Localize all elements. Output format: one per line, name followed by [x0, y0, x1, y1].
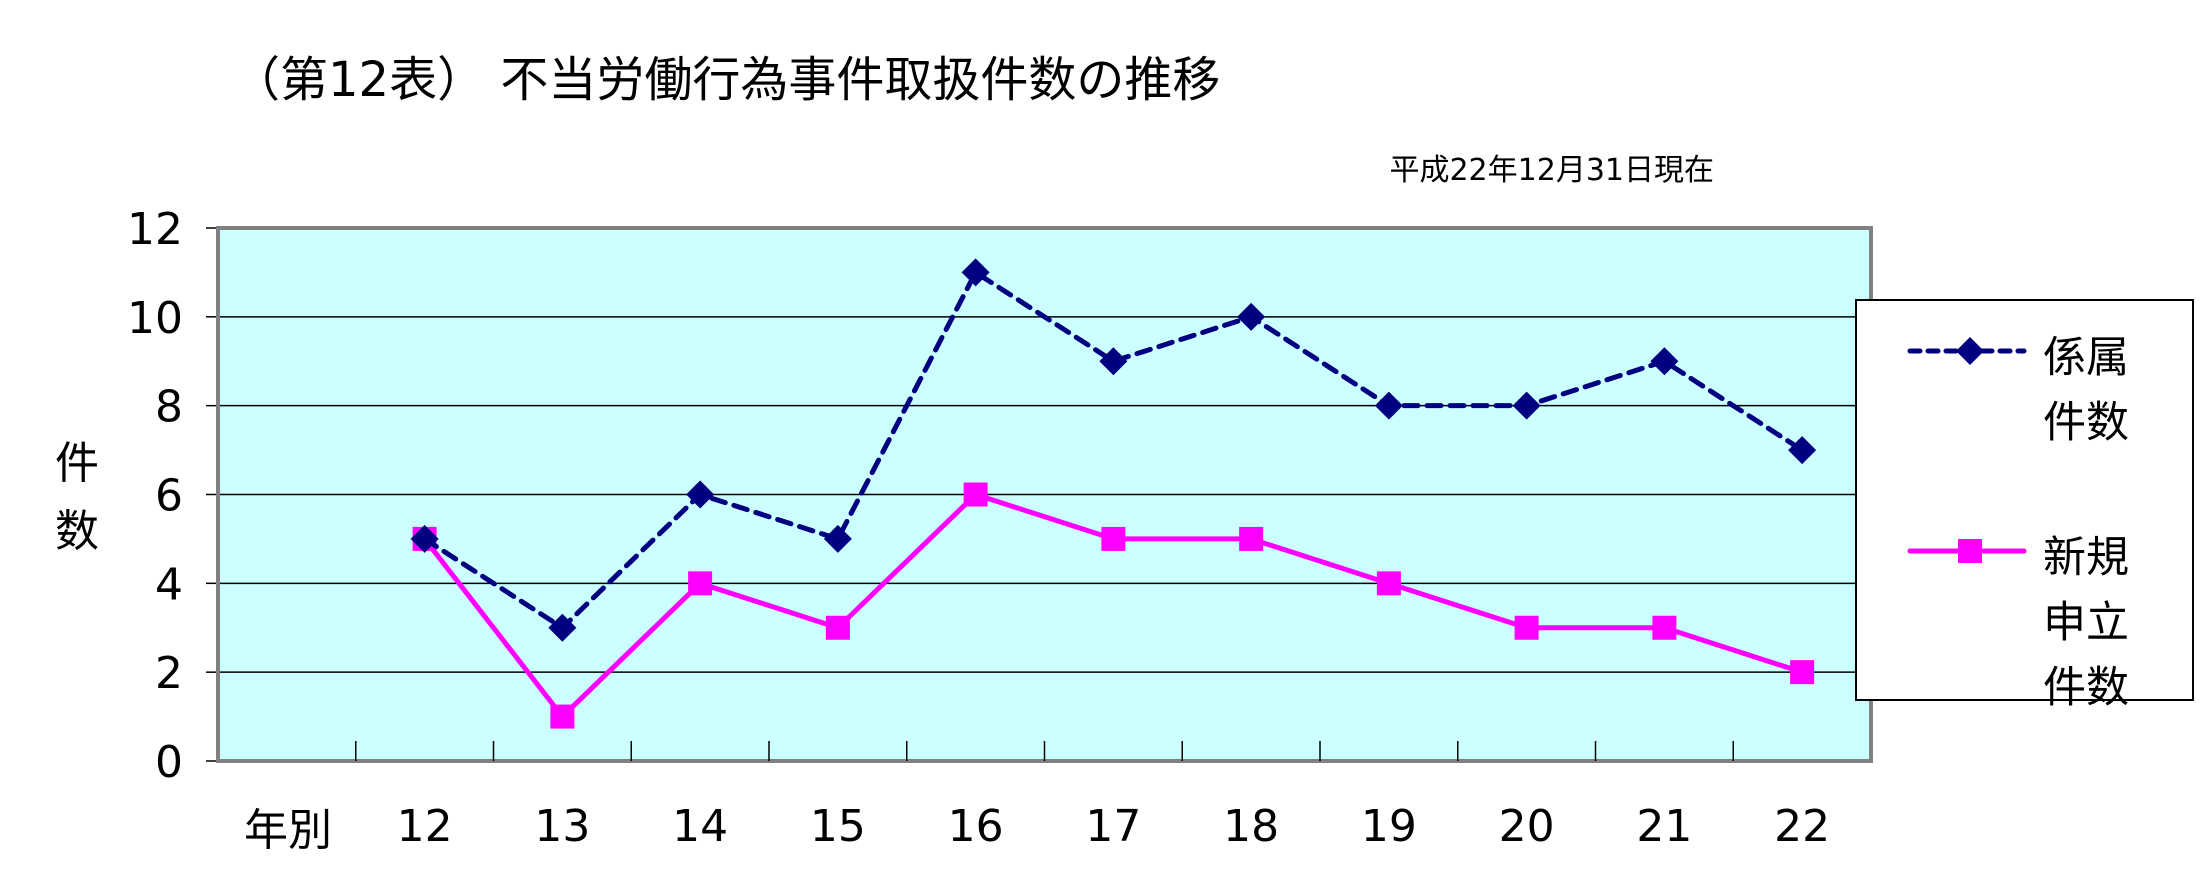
data-point-2 — [550, 704, 575, 729]
y-tick-label: 8 — [155, 382, 183, 433]
x-tick-label: 13 — [534, 801, 590, 852]
legend-label-1: 係属 — [2043, 333, 2129, 383]
data-point-1 — [1788, 436, 1817, 465]
x-tick-label: 21 — [1636, 801, 1692, 852]
legend-marker-2 — [1958, 539, 1982, 563]
data-point-2 — [1652, 615, 1677, 640]
y-tick-label: 0 — [155, 737, 183, 788]
data-point-1 — [961, 258, 990, 287]
legend-label-2: 件数 — [2043, 663, 2129, 713]
data-point-1 — [1099, 347, 1128, 376]
x-tick-label: 15 — [810, 801, 866, 852]
x-tick-label: 22 — [1774, 801, 1830, 852]
chart-title: （第12表） 不当労働行為事件取扱件数の推移 — [232, 52, 1220, 108]
x-tick-label: 18 — [1223, 801, 1279, 852]
data-point-1 — [1512, 391, 1541, 420]
data-point-2 — [825, 615, 850, 640]
y-tick-label: 6 — [155, 471, 183, 522]
data-point-1 — [823, 524, 852, 553]
data-point-1 — [410, 524, 439, 553]
data-point-2 — [1514, 615, 1539, 640]
y-tick-label: 10 — [127, 293, 183, 344]
x-axis-label: 年別 — [244, 805, 332, 856]
data-point-1 — [1374, 391, 1403, 420]
x-tick-label: 20 — [1499, 801, 1555, 852]
data-point-1 — [686, 480, 715, 509]
data-point-1 — [548, 613, 577, 642]
x-tick-label: 14 — [672, 801, 728, 852]
x-tick-label: 17 — [1085, 801, 1141, 852]
y-axis-label-2: 数 — [55, 506, 99, 557]
legend-label-1: 件数 — [2043, 398, 2129, 448]
x-tick-label: 16 — [948, 801, 1004, 852]
data-point-2 — [963, 482, 988, 507]
data-point-2 — [688, 571, 713, 596]
data-point-2 — [1790, 660, 1815, 685]
y-tick-label: 12 — [127, 204, 183, 255]
data-point-2 — [1239, 526, 1264, 551]
data-point-2 — [1101, 526, 1126, 551]
y-tick-label: 4 — [155, 559, 183, 610]
data-point-1 — [1237, 302, 1266, 331]
x-tick-label: 19 — [1361, 801, 1417, 852]
data-point-2 — [1376, 571, 1401, 596]
y-tick-label: 2 — [155, 648, 183, 699]
legend-marker-1 — [1956, 337, 1984, 365]
x-tick-label: 12 — [397, 801, 453, 852]
legend-box — [1855, 299, 2194, 701]
chart-subtitle: 平成22年12月31日現在 — [1389, 153, 1714, 188]
data-point-1 — [1650, 347, 1679, 376]
y-axis-label-1: 件 — [55, 438, 99, 489]
legend-label-2: 新規 — [2043, 533, 2129, 583]
legend-label-2: 申立 — [2043, 598, 2129, 648]
